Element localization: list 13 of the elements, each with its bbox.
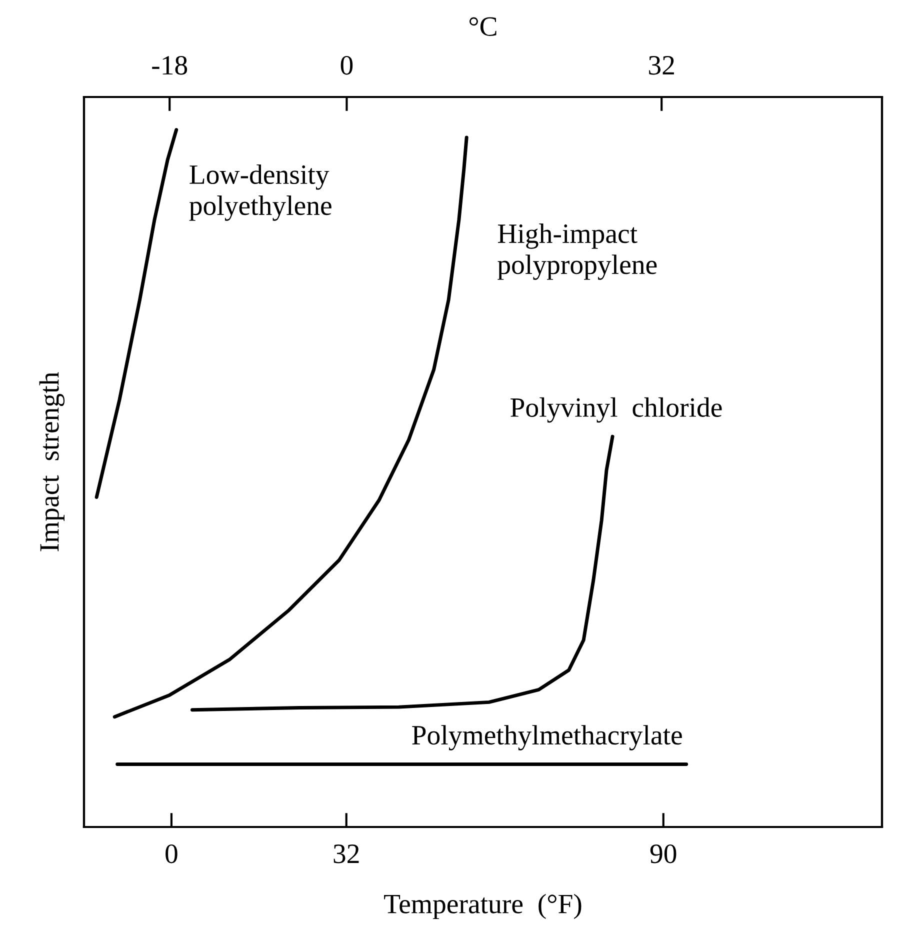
- x2-tick-label: 32: [649, 56, 674, 75]
- x2-axis-title: °C: [470, 17, 496, 36]
- series-label: Polyvinyl chloride: [510, 397, 722, 423]
- x2-tick-label: -18: [152, 56, 188, 75]
- series-label: Low-density polyethylene: [189, 164, 332, 221]
- y-axis-title: Impact strength: [39, 372, 65, 552]
- x-tick-label: 0: [166, 844, 178, 864]
- x-tick-label: 90: [650, 844, 676, 864]
- x2-tick-label: 0: [340, 56, 353, 75]
- series-label: Polymethylmethacrylate: [412, 725, 682, 750]
- series-label: High-impact polypropylene: [498, 224, 657, 280]
- x-tick-label: 32: [334, 844, 359, 864]
- x-axis-title: Temperature (°F): [384, 894, 582, 920]
